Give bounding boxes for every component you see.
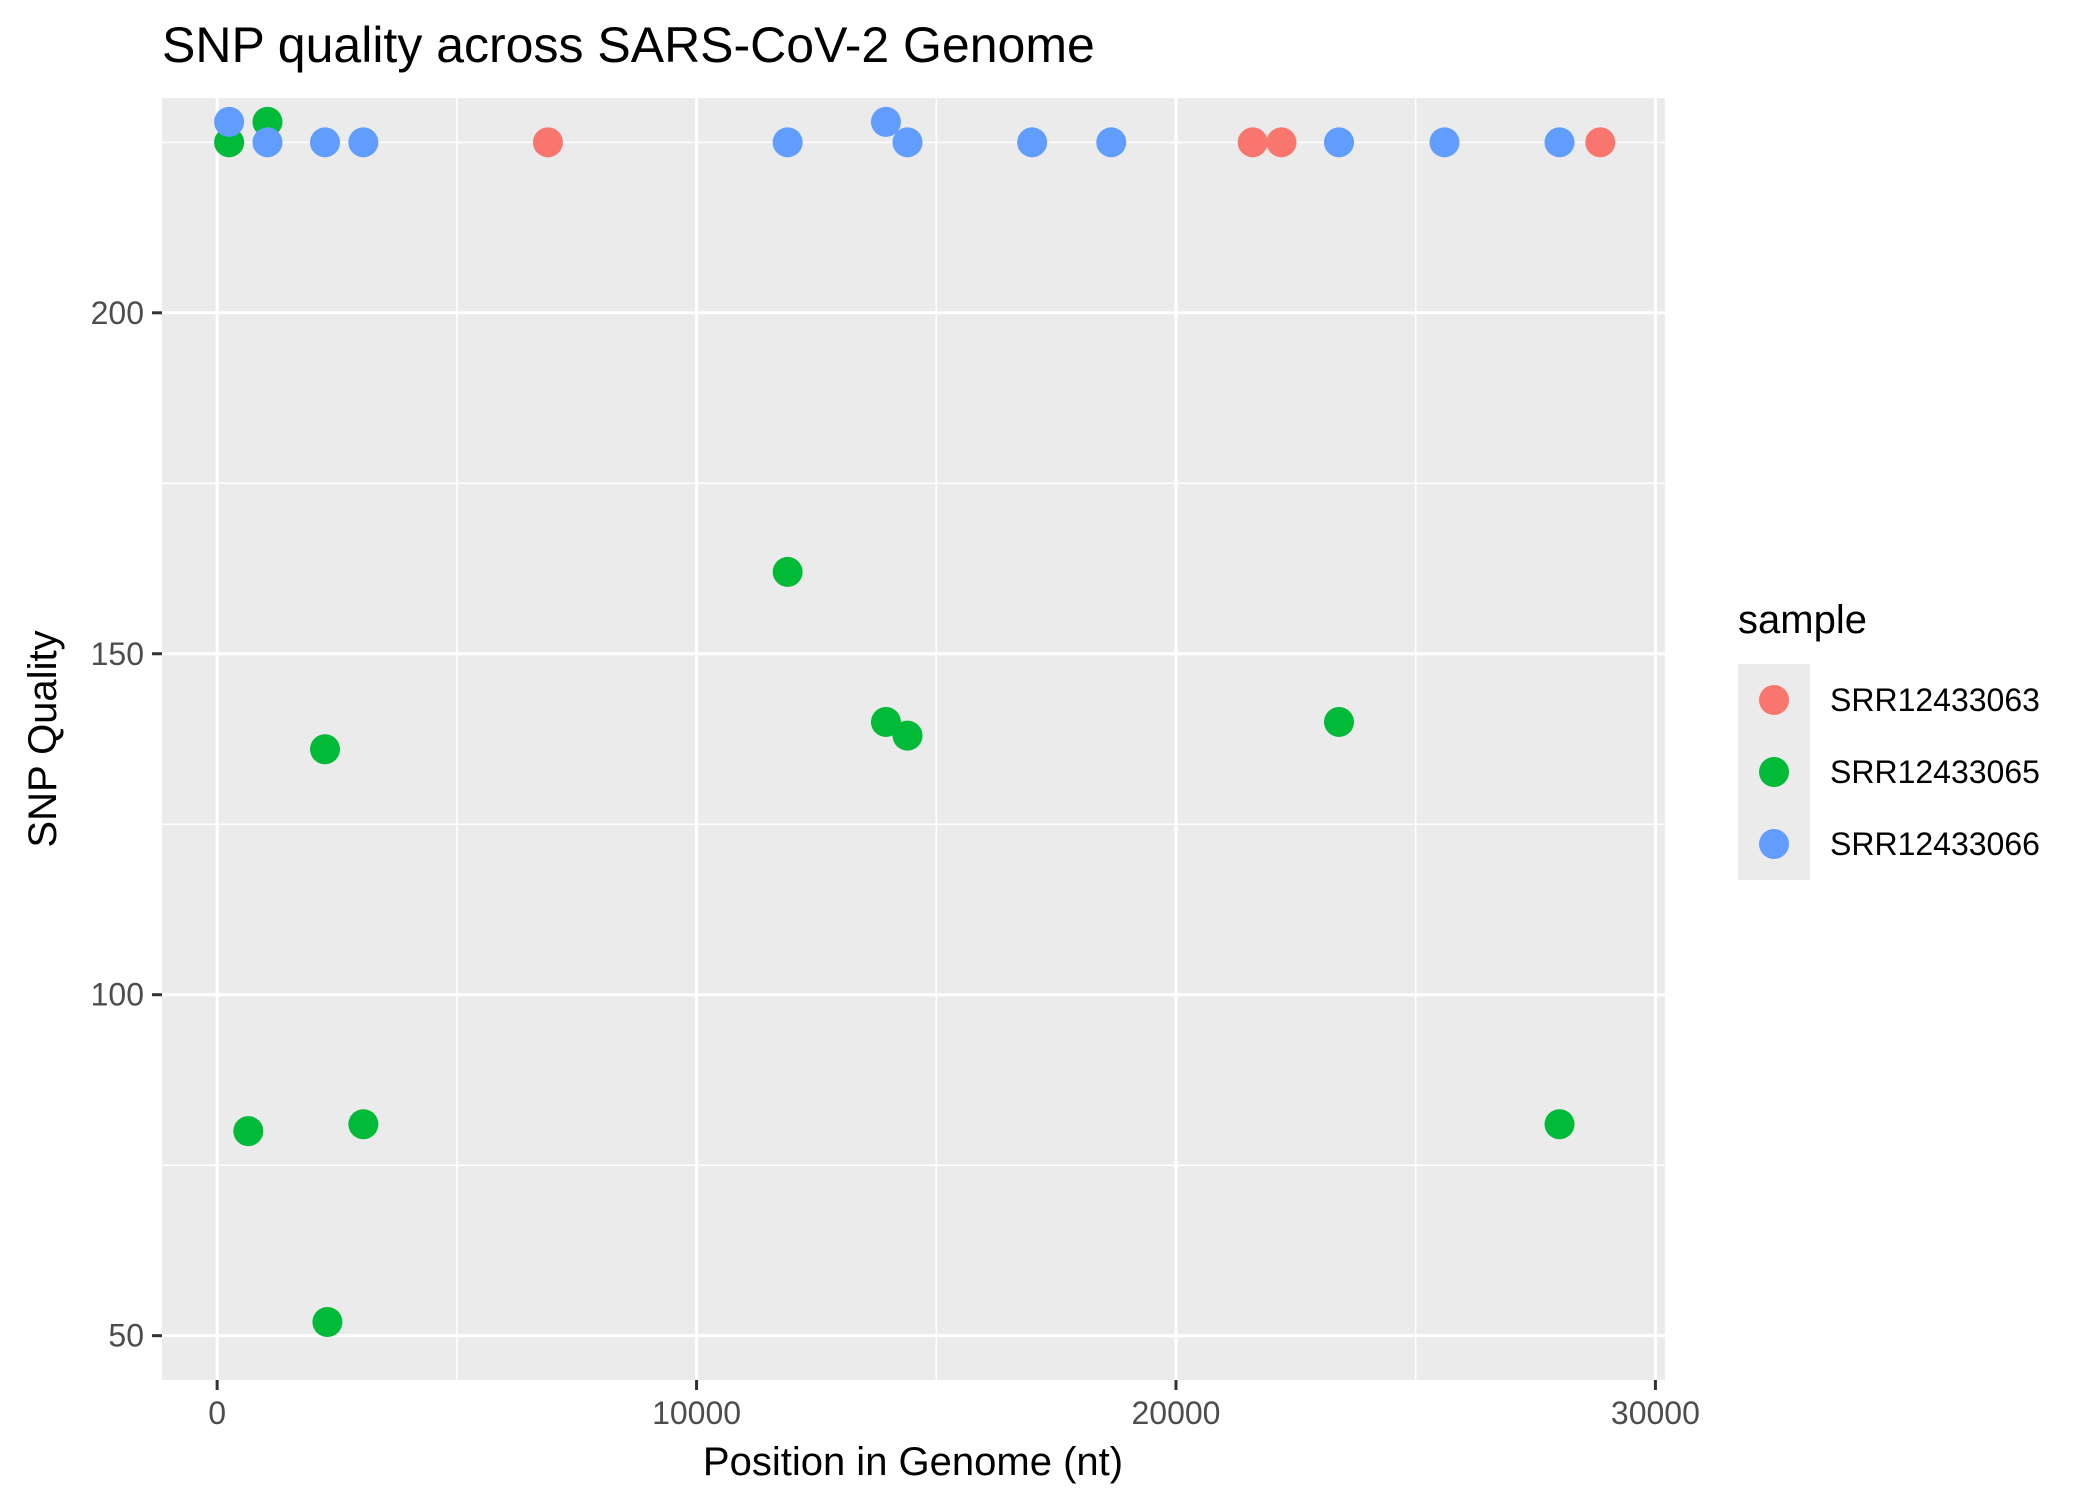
data-points <box>214 106 1616 1338</box>
point-SRR12433066-10 <box>1429 127 1460 158</box>
y-axis-title: SNP Quality <box>21 630 65 847</box>
legend-label-SRR12433063: SRR12433063 <box>1830 682 2040 718</box>
x-tick-label-2: 20000 <box>1131 1395 1220 1431</box>
point-SRR12433065-2 <box>233 1116 264 1147</box>
point-SRR12433065-9 <box>1323 706 1354 737</box>
y-axis: 50 100 150 200 <box>91 295 162 1354</box>
point-SRR12433065-6 <box>772 556 803 587</box>
point-SRR12433065-5 <box>348 1109 379 1140</box>
point-SRR12433063-2 <box>1266 127 1297 158</box>
point-SRR12433066-1 <box>252 127 283 158</box>
point-SRR12433065-4 <box>312 1307 343 1338</box>
x-axis-title: Position in Genome (nt) <box>703 1440 1123 1484</box>
x-axis: 0 10000 20000 30000 <box>208 1380 1700 1431</box>
point-SRR12433065-10 <box>1544 1109 1575 1140</box>
point-SRR12433066-9 <box>1323 127 1354 158</box>
chart-title: SNP quality across SARS-CoV-2 Genome <box>162 17 1095 73</box>
point-SRR12433066-7 <box>1017 127 1048 158</box>
point-SRR12433063-1 <box>1237 127 1268 158</box>
legend-title: sample <box>1738 598 1867 642</box>
point-SRR12433066-3 <box>348 127 379 158</box>
point-SRR12433063-0 <box>532 127 563 158</box>
legend-key-SRR12433065 <box>1759 757 1789 787</box>
point-SRR12433065-3 <box>310 734 341 765</box>
point-SRR12433065-7 <box>870 706 901 737</box>
major-gridlines <box>162 98 1665 1380</box>
y-tick-label-1: 100 <box>91 977 144 1013</box>
point-SRR12433066-2 <box>310 127 341 158</box>
point-SRR12433066-6 <box>892 127 923 158</box>
legend: sample SRR12433063 SRR12433065 SRR12433066 <box>1738 598 2040 880</box>
y-tick-label-0: 50 <box>108 1318 144 1354</box>
point-SRR12433066-0 <box>214 106 245 137</box>
legend-key-SRR12433063 <box>1759 685 1789 715</box>
x-tick-label-0: 0 <box>208 1395 226 1431</box>
point-SRR12433066-4 <box>772 127 803 158</box>
y-tick-label-3: 200 <box>91 295 144 331</box>
legend-label-SRR12433066: SRR12433066 <box>1830 826 2040 862</box>
x-tick-label-1: 10000 <box>652 1395 741 1431</box>
legend-key-SRR12433066 <box>1759 829 1789 859</box>
point-SRR12433066-5 <box>870 106 901 137</box>
point-SRR12433066-11 <box>1544 127 1575 158</box>
point-SRR12433066-8 <box>1096 127 1127 158</box>
x-tick-label-3: 30000 <box>1611 1395 1700 1431</box>
point-SRR12433065-8 <box>892 720 923 751</box>
point-SRR12433063-3 <box>1585 127 1616 158</box>
y-tick-label-2: 150 <box>91 636 144 672</box>
legend-label-SRR12433065: SRR12433065 <box>1830 754 2040 790</box>
